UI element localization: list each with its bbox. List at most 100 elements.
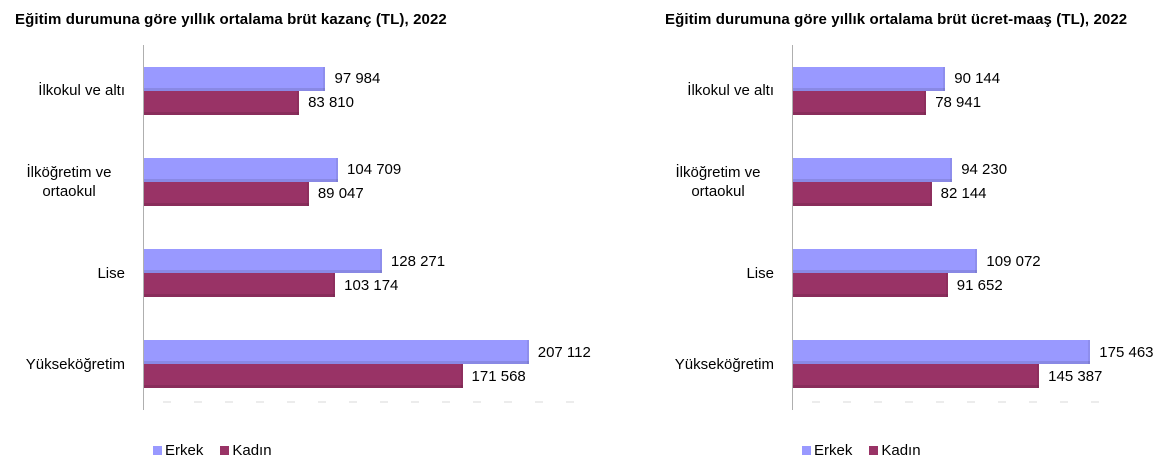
bar-erkek (792, 157, 953, 182)
chart-title: Eğitim durumuna göre yıllık ortalama brü… (665, 11, 1128, 28)
category-row: İlkokul ve altı 97 984 83 810 (0, 45, 650, 136)
legend-item-erkek: Erkek (153, 442, 203, 459)
bar-line-kadin: 82 144 (792, 181, 1132, 206)
value-label: 78 941 (935, 94, 982, 112)
bar-erkek (143, 249, 382, 274)
category-label-cell: Lise (0, 228, 143, 319)
value-label: 104 709 (347, 161, 402, 179)
category-label: İlköğretim ve ortaokul (675, 163, 761, 200)
bar-line-erkek: 109 072 (792, 249, 1132, 274)
legend-item-kadin: Kadın (220, 442, 272, 459)
value-label: 90 144 (954, 70, 1001, 88)
bar-kadin (792, 90, 927, 115)
bar-erkek (792, 340, 1091, 365)
category-row: Yükseköğretim 207 112 171 568 (0, 319, 650, 410)
category-label-cell: Lise (650, 228, 792, 319)
value-label: 171 568 (471, 367, 526, 385)
category-label-cell: Yükseköğretim (650, 319, 792, 410)
bar-line-erkek: 175 463 (792, 340, 1154, 365)
plot-area: İlkokul ve altı 90 144 78 941 İlköğretim ve… (650, 45, 1172, 410)
value-label: 145 387 (1048, 367, 1103, 385)
legend-item-kadin: Kadın (869, 442, 921, 459)
bar-line-kadin: 89 047 (143, 181, 590, 206)
category-bars: 97 984 83 810 (143, 45, 590, 136)
bar-line-kadin: 78 941 (792, 90, 1132, 115)
value-label: 103 174 (344, 276, 399, 294)
category-label-cell: Yükseköğretim (0, 319, 143, 410)
value-label: 83 810 (308, 94, 354, 112)
bar-line-erkek: 97 984 (143, 66, 590, 91)
value-label: 175 463 (1099, 343, 1154, 361)
value-label: 82 144 (940, 185, 987, 203)
bar-line-kadin: 145 387 (792, 364, 1132, 389)
bar-erkek (792, 249, 978, 274)
bar-line-kadin: 91 652 (792, 273, 1132, 298)
value-label: 97 984 (334, 70, 381, 88)
bar-kadin (792, 364, 1040, 389)
legend: Erkek Kadın (153, 442, 650, 459)
category-label-cell: İlkokul ve altı (0, 45, 143, 136)
bar-kadin (792, 181, 932, 206)
legend-swatch-kadin-icon (220, 446, 230, 455)
category-row: Yükseköğretim 175 463 145 387 (650, 319, 1172, 410)
bar-kadin (143, 90, 300, 115)
category-bars: 175 463 145 387 (792, 319, 1154, 410)
legend-label-kadin: Kadın (232, 442, 272, 459)
bar-line-kadin: 171 568 (143, 364, 590, 389)
category-row: İlkokul ve altı 90 144 78 941 (650, 45, 1172, 136)
bar-line-erkek: 104 709 (143, 157, 590, 182)
bar-erkek (143, 340, 529, 365)
value-label: 109 072 (986, 252, 1041, 270)
category-bars: 128 271 103 174 (143, 228, 590, 319)
category-label: Lise (746, 264, 774, 282)
chart-brut-kazanc: Eğitim durumuna göre yıllık ortalama brü… (0, 11, 650, 459)
legend-label-erkek: Erkek (165, 442, 204, 459)
bar-kadin (143, 273, 336, 298)
category-label: Yükseköğretim (25, 355, 125, 373)
category-bars: 109 072 91 652 (792, 228, 1132, 319)
value-label: 91 652 (956, 276, 1003, 294)
legend: Erkek Kadın (802, 442, 1172, 459)
category-label: İlkokul ve altı (38, 82, 125, 100)
bar-erkek (143, 157, 339, 182)
bar-line-kadin: 103 174 (143, 273, 590, 298)
legend-label-kadin: Kadın (881, 442, 921, 459)
legend-swatch-erkek-icon (802, 446, 811, 455)
bar-erkek (792, 66, 946, 91)
category-bars: 94 230 82 144 (792, 136, 1132, 227)
legend-swatch-kadin-icon (869, 446, 879, 455)
category-label: İlköğretim ve ortaokul (26, 163, 112, 200)
category-label-cell: İlköğretim ve ortaokul (0, 136, 143, 227)
bar-line-erkek: 94 230 (792, 157, 1132, 182)
bar-line-kadin: 83 810 (143, 90, 590, 115)
value-label: 207 112 (537, 343, 591, 361)
bar-erkek (143, 66, 326, 91)
category-label-cell: İlkokul ve altı (650, 45, 792, 136)
value-label: 128 271 (390, 252, 446, 270)
legend-item-erkek: Erkek (802, 442, 852, 459)
bar-line-erkek: 207 112 (143, 340, 591, 365)
category-label-cell: İlköğretim ve ortaokul (650, 136, 792, 227)
legend-label-erkek: Erkek (814, 442, 853, 459)
category-row: Lise 128 271 103 174 (0, 228, 650, 319)
category-row: İlköğretim ve ortaokul 94 230 82 144 (650, 136, 1172, 227)
chart-brut-ucret-maas: Eğitim durumuna göre yıllık ortalama brü… (650, 0, 1172, 476)
value-label: 94 230 (961, 161, 1008, 179)
bar-kadin (143, 364, 463, 389)
category-bars: 90 144 78 941 (792, 45, 1132, 136)
category-label: İlkokul ve altı (687, 82, 774, 100)
value-label: 89 047 (317, 185, 364, 203)
category-bars: 104 709 89 047 (143, 136, 590, 227)
bar-kadin (143, 181, 309, 206)
category-row: İlköğretim ve ortaokul 104 709 89 047 (0, 136, 650, 227)
bar-line-erkek: 90 144 (792, 66, 1132, 91)
category-bars: 207 112 171 568 (143, 319, 591, 410)
category-label: Lise (97, 264, 125, 282)
legend-swatch-erkek-icon (153, 446, 162, 455)
plot-area: İlkokul ve altı 97 984 83 810 İlköğretim ve… (0, 45, 650, 410)
bar-kadin (792, 273, 948, 298)
chart-title: Eğitim durumuna göre yıllık ortalama brü… (15, 11, 447, 28)
category-label: Yükseköğretim (674, 355, 774, 373)
category-row: Lise 109 072 91 652 (650, 228, 1172, 319)
